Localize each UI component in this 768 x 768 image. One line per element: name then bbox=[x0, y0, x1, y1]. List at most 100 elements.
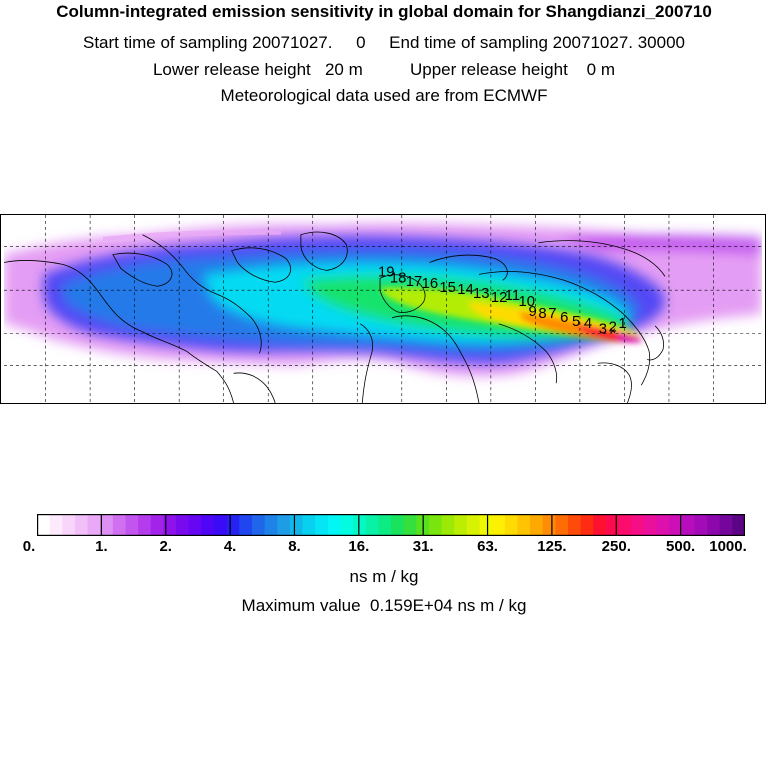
color-scale-cell bbox=[542, 514, 556, 536]
color-scale-cell bbox=[138, 514, 152, 536]
color-scale-cell bbox=[517, 514, 531, 536]
graticule bbox=[4, 215, 762, 403]
color-scale-cell bbox=[466, 514, 481, 536]
color-scale-cell bbox=[580, 514, 594, 536]
color-scale-cell bbox=[264, 514, 278, 536]
color-scale-cell bbox=[150, 514, 165, 536]
color-scale-tick-label: 31. bbox=[412, 538, 434, 555]
trajectory-label-15: 15 bbox=[439, 280, 456, 296]
color-scale-cell bbox=[504, 514, 519, 536]
color-scale-cell bbox=[302, 514, 316, 536]
color-scale-cell bbox=[163, 514, 177, 536]
color-scale-cell bbox=[251, 514, 266, 536]
trajectory-label-18: 18 bbox=[390, 270, 407, 286]
color-scale-cell bbox=[732, 514, 745, 536]
color-scale-cell bbox=[365, 514, 379, 536]
trajectory-label-12: 12 bbox=[491, 290, 508, 306]
color-scale-cell bbox=[289, 514, 304, 536]
color-scale-tick-label: 1. bbox=[95, 538, 108, 555]
trajectory-label-6: 6 bbox=[560, 310, 568, 326]
color-scale-cell bbox=[631, 514, 645, 536]
trajectory-label-4: 4 bbox=[584, 316, 592, 332]
color-scale-cell bbox=[100, 514, 114, 536]
color-scale-cell bbox=[656, 514, 670, 536]
trajectory-label-5: 5 bbox=[572, 314, 580, 330]
color-scale-cell bbox=[605, 514, 620, 536]
trajectory-label-14: 14 bbox=[457, 282, 474, 298]
color-scale-cell bbox=[492, 514, 506, 536]
trajectory-label-8: 8 bbox=[538, 306, 546, 322]
color-scale-cell bbox=[694, 514, 708, 536]
color-scale-cell bbox=[277, 514, 291, 536]
color-scale-cell bbox=[428, 514, 443, 536]
color-scale-tick-label: 500. bbox=[666, 538, 696, 555]
trajectory-label-3: 3 bbox=[599, 322, 607, 338]
color-scale-cell bbox=[681, 514, 696, 536]
color-scale-cell bbox=[315, 514, 329, 536]
color-scale-cell bbox=[454, 514, 468, 536]
release-site-marker: × bbox=[610, 326, 616, 338]
color-scale-tick-label: 8. bbox=[288, 538, 301, 555]
map-title: Column-integrated emission sensitivity i… bbox=[56, 2, 712, 21]
color-scale-cell bbox=[378, 514, 392, 536]
color-scale-cell bbox=[353, 514, 367, 536]
color-scale-tick-label: 63. bbox=[477, 538, 498, 555]
color-scale-cell bbox=[555, 514, 569, 536]
trajectory-label-11: 11 bbox=[505, 288, 520, 304]
color-scale-tick-label: 0. bbox=[22, 538, 36, 555]
trajectory-label-16: 16 bbox=[422, 276, 439, 292]
color-scale-tick-label: 16. bbox=[348, 538, 370, 555]
color-scale-cell bbox=[87, 514, 101, 536]
color-scale-cell bbox=[643, 514, 658, 536]
trajectory-label-7: 7 bbox=[548, 306, 556, 322]
color-scale-cell bbox=[239, 514, 253, 536]
color-scale-bar bbox=[37, 514, 745, 536]
color-scale-cell bbox=[593, 514, 607, 536]
color-scale-cell bbox=[669, 514, 683, 536]
color-scale-unit: ns m / kg bbox=[349, 567, 419, 586]
trajectory-label-10: 10 bbox=[519, 294, 536, 310]
coastlines bbox=[4, 231, 666, 403]
color-scale-cell bbox=[707, 514, 721, 536]
color-scale-cell bbox=[568, 514, 582, 536]
color-scale-cell bbox=[201, 514, 215, 536]
color-scale-cell bbox=[74, 514, 89, 536]
color-scale-tick-label: 1000. bbox=[709, 538, 747, 555]
trajectory-label-19: 19 bbox=[378, 264, 395, 280]
color-scale-tick-label: 250. bbox=[601, 538, 631, 555]
color-scale-cell bbox=[125, 514, 139, 536]
release-height-line: Lower release height 20 m Upper release … bbox=[152, 60, 616, 79]
color-scale-cell bbox=[479, 514, 493, 536]
color-scale-cell bbox=[441, 514, 455, 536]
trajectory-label-17: 17 bbox=[406, 274, 423, 290]
trajectory-label-1: 1 bbox=[618, 316, 626, 332]
maximum-value-line: Maximum value 0.159E+04 ns m / kg bbox=[241, 596, 527, 615]
color-scale-cell bbox=[391, 514, 405, 536]
color-scale-cell bbox=[112, 514, 127, 536]
emission-sensitivity-map: 1 2 3 4 5 6 7 8 9 10 11 12 13 14 15 16 1… bbox=[0, 214, 766, 404]
color-scale-cell bbox=[37, 514, 51, 536]
color-scale-cell bbox=[403, 514, 417, 536]
northern-streak bbox=[102, 230, 282, 241]
trajectory-label-13: 13 bbox=[473, 286, 490, 302]
trajectory-labels: 1 2 3 4 5 6 7 8 9 10 11 12 13 14 15 16 1… bbox=[378, 264, 627, 337]
color-scale-cell bbox=[327, 514, 342, 536]
color-scale-tick-label: 125. bbox=[537, 538, 567, 555]
color-scale-cell bbox=[618, 514, 632, 536]
color-scale-cell bbox=[214, 514, 228, 536]
trajectory-label-2: 2 bbox=[609, 320, 617, 336]
color-scale-cell bbox=[49, 514, 63, 536]
color-scale-cell bbox=[176, 514, 190, 536]
plume-core-layer bbox=[380, 287, 644, 343]
color-scale-cell bbox=[719, 514, 733, 536]
color-scale-tick-label: 4. bbox=[223, 538, 237, 555]
trajectory-label-9: 9 bbox=[528, 304, 536, 320]
color-scale-cell bbox=[62, 514, 76, 536]
sampling-time-line: Start time of sampling 20071027. 0 End t… bbox=[83, 33, 685, 52]
color-scale-cell bbox=[226, 514, 240, 536]
color-scale-cell bbox=[340, 514, 354, 536]
color-scale-cell bbox=[530, 514, 544, 536]
met-data-line: Meteorological data used are from ECMWF bbox=[220, 86, 548, 105]
color-scale-tick-label: 2. bbox=[159, 538, 172, 555]
color-scale-cell bbox=[188, 514, 202, 536]
